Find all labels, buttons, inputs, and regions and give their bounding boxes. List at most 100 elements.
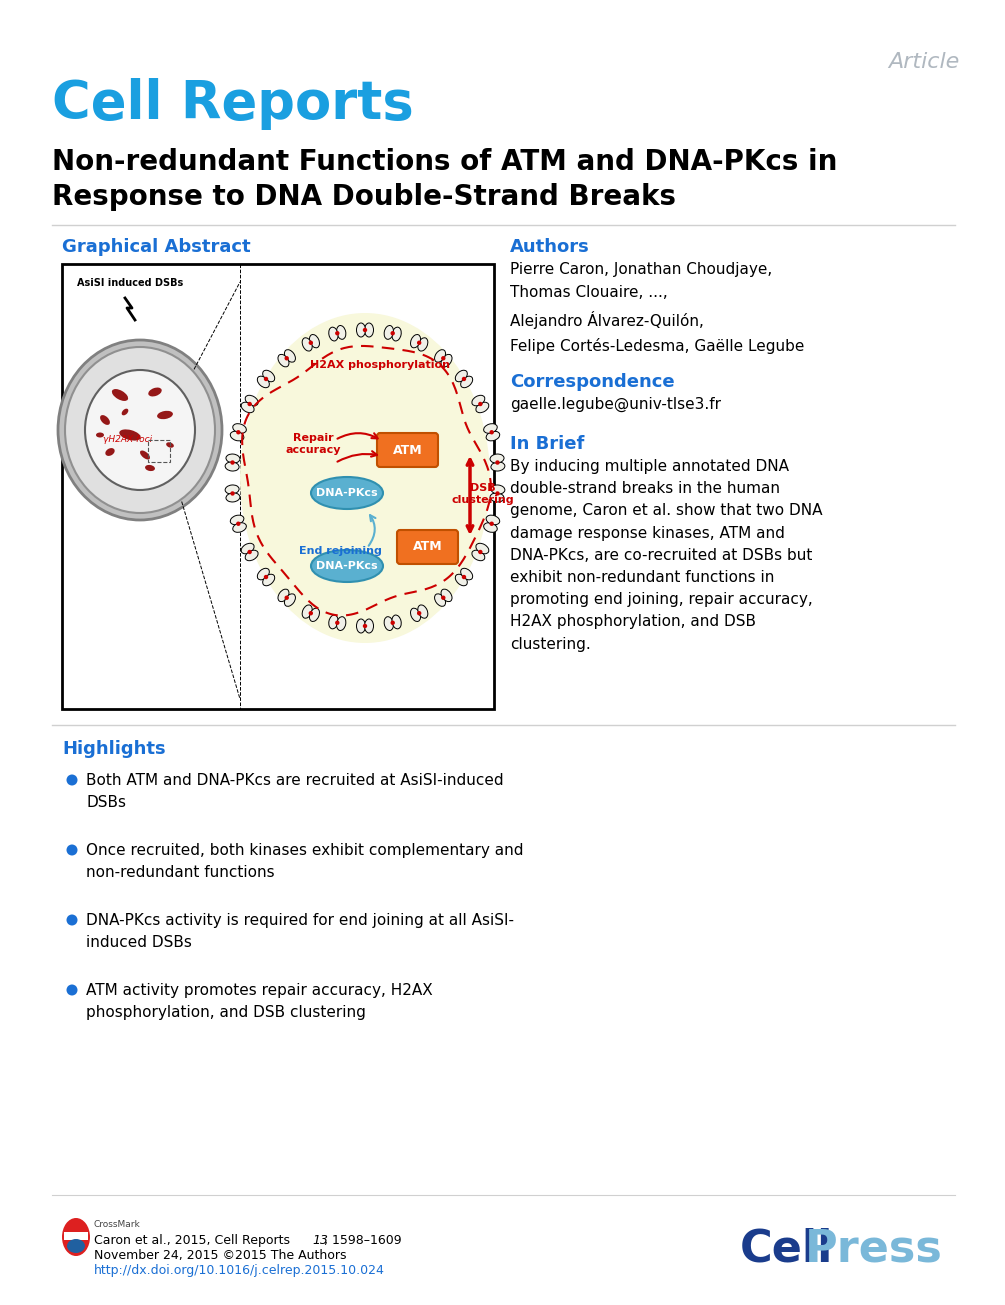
Ellipse shape [490,454,505,463]
Ellipse shape [149,388,162,397]
Ellipse shape [490,493,505,502]
Circle shape [417,611,421,616]
Ellipse shape [85,371,195,489]
Ellipse shape [472,551,484,561]
Circle shape [391,621,395,625]
Circle shape [247,402,252,406]
Ellipse shape [384,617,393,630]
Text: Graphical Abstract: Graphical Abstract [62,238,250,256]
Ellipse shape [476,402,488,412]
Ellipse shape [230,515,244,525]
Ellipse shape [140,450,150,459]
Text: H2AX phosphorylation: H2AX phosphorylation [310,360,450,371]
Text: Repair
accuracy: Repair accuracy [285,433,341,454]
Text: Response to DNA Double-Strand Breaks: Response to DNA Double-Strand Breaks [52,183,676,211]
Circle shape [489,431,493,435]
Circle shape [284,595,288,600]
Ellipse shape [410,608,420,621]
Ellipse shape [240,313,490,643]
Ellipse shape [410,334,420,348]
Ellipse shape [357,619,366,633]
Circle shape [66,774,77,786]
Ellipse shape [284,594,295,607]
Ellipse shape [311,549,383,582]
Ellipse shape [278,589,289,602]
Ellipse shape [337,325,346,339]
Ellipse shape [233,523,246,532]
Ellipse shape [278,355,289,367]
Ellipse shape [106,448,115,455]
Ellipse shape [233,424,246,433]
Circle shape [66,915,77,925]
Ellipse shape [434,594,445,607]
Text: ATM activity promotes repair accuracy, H2AX
phosphorylation, and DSB clustering: ATM activity promotes repair accuracy, H… [86,983,433,1019]
Text: Caron et al., 2015, Cell Reports: Caron et al., 2015, Cell Reports [94,1235,294,1248]
Text: DSB
clustering: DSB clustering [451,483,515,505]
Text: DNA-PKcs: DNA-PKcs [317,488,378,499]
Ellipse shape [120,429,141,441]
Text: DNA-PKcs activity is required for end joining at all AsiSI-
induced DSBs: DNA-PKcs activity is required for end jo… [86,913,514,950]
Circle shape [391,331,395,335]
Text: Press: Press [805,1228,943,1271]
Ellipse shape [310,608,320,621]
Circle shape [461,377,466,381]
Ellipse shape [455,371,467,382]
Ellipse shape [225,462,239,471]
Ellipse shape [225,485,239,495]
Circle shape [247,549,252,555]
Ellipse shape [241,543,254,553]
Text: CrossMark: CrossMark [94,1220,141,1229]
Ellipse shape [490,462,505,471]
FancyBboxPatch shape [64,1232,88,1240]
Circle shape [264,574,268,579]
Text: http://dx.doi.org/10.1016/j.celrep.2015.10.024: http://dx.doi.org/10.1016/j.celrep.2015.… [94,1265,385,1278]
Text: Once recruited, both kinases exhibit complementary and
non-redundant functions: Once recruited, both kinases exhibit com… [86,843,524,880]
Text: , 1598–1609: , 1598–1609 [324,1235,402,1248]
Text: Cell Reports: Cell Reports [52,78,414,130]
Ellipse shape [257,568,269,579]
Ellipse shape [329,328,338,341]
Ellipse shape [311,478,383,509]
Text: ATM: ATM [393,444,422,457]
Circle shape [335,331,340,335]
Ellipse shape [483,523,497,532]
Ellipse shape [65,347,215,513]
Ellipse shape [157,411,173,419]
Circle shape [489,522,493,526]
Ellipse shape [365,619,374,633]
Text: In Brief: In Brief [510,435,584,453]
Ellipse shape [303,338,313,351]
Circle shape [495,461,499,465]
Ellipse shape [392,615,401,629]
Ellipse shape [472,395,484,406]
Ellipse shape [100,415,110,425]
Ellipse shape [257,376,269,388]
Text: AsiSI induced DSBs: AsiSI induced DSBs [76,278,183,288]
Ellipse shape [384,325,393,339]
Text: DNA-PKcs: DNA-PKcs [317,561,378,572]
Circle shape [478,402,482,406]
Text: November 24, 2015 ©2015 The Authors: November 24, 2015 ©2015 The Authors [94,1249,347,1262]
Bar [62,264,494,709]
Ellipse shape [245,551,258,561]
Ellipse shape [476,543,488,553]
Ellipse shape [303,606,313,619]
FancyBboxPatch shape [377,433,438,467]
Ellipse shape [365,324,374,337]
Text: Highlights: Highlights [62,740,166,758]
Ellipse shape [357,324,366,337]
Ellipse shape [483,424,497,433]
Ellipse shape [418,338,428,351]
Ellipse shape [122,408,129,415]
Ellipse shape [67,1238,85,1253]
Ellipse shape [58,341,222,519]
Ellipse shape [96,432,104,437]
Ellipse shape [241,402,254,412]
Ellipse shape [226,493,240,502]
Ellipse shape [230,431,244,441]
Circle shape [309,341,313,345]
Ellipse shape [284,350,295,363]
Circle shape [363,328,367,333]
Ellipse shape [486,515,499,525]
Text: End rejoining: End rejoining [298,545,382,556]
